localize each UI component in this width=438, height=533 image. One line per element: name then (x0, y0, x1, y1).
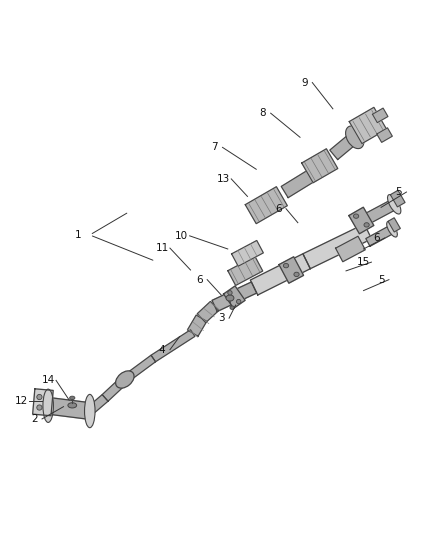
Polygon shape (303, 224, 371, 269)
Text: 5: 5 (395, 187, 402, 197)
Ellipse shape (70, 396, 75, 400)
Polygon shape (33, 389, 53, 416)
Ellipse shape (43, 389, 53, 423)
Polygon shape (245, 187, 287, 224)
Polygon shape (366, 225, 394, 246)
Ellipse shape (388, 195, 401, 214)
Polygon shape (228, 256, 263, 286)
Polygon shape (212, 282, 257, 311)
Ellipse shape (230, 306, 234, 310)
Ellipse shape (387, 222, 397, 237)
Polygon shape (365, 199, 397, 223)
Polygon shape (330, 133, 359, 159)
Text: 14: 14 (42, 375, 55, 385)
Polygon shape (336, 236, 365, 262)
Ellipse shape (364, 223, 369, 227)
Polygon shape (187, 315, 207, 336)
Text: 13: 13 (217, 174, 230, 184)
Polygon shape (47, 398, 91, 419)
Polygon shape (281, 169, 317, 198)
Polygon shape (372, 108, 388, 123)
Polygon shape (87, 394, 108, 414)
Polygon shape (377, 128, 392, 142)
Polygon shape (349, 207, 374, 234)
Text: 7: 7 (211, 142, 218, 152)
Polygon shape (279, 257, 304, 283)
Polygon shape (151, 330, 195, 362)
Text: 5: 5 (378, 274, 385, 285)
Polygon shape (302, 149, 338, 183)
Polygon shape (123, 356, 155, 383)
Text: 6: 6 (373, 233, 380, 243)
Ellipse shape (85, 394, 95, 427)
Text: 12: 12 (14, 397, 28, 406)
Ellipse shape (68, 403, 77, 408)
Polygon shape (197, 302, 219, 322)
Text: 6: 6 (196, 274, 203, 285)
Text: 2: 2 (31, 414, 38, 424)
Ellipse shape (294, 272, 299, 277)
Ellipse shape (226, 295, 234, 301)
Ellipse shape (228, 290, 232, 295)
Polygon shape (388, 218, 400, 232)
Ellipse shape (283, 263, 289, 268)
Ellipse shape (353, 214, 359, 219)
Polygon shape (102, 376, 128, 401)
Polygon shape (349, 107, 387, 143)
Text: 4: 4 (159, 345, 166, 355)
Ellipse shape (37, 394, 42, 400)
Text: 1: 1 (74, 230, 81, 240)
Polygon shape (223, 286, 245, 309)
Ellipse shape (116, 371, 134, 388)
Text: 6: 6 (275, 204, 282, 214)
Polygon shape (232, 240, 263, 266)
Text: 15: 15 (357, 257, 370, 267)
Text: 8: 8 (259, 108, 266, 118)
Text: 3: 3 (218, 313, 225, 323)
Ellipse shape (346, 126, 364, 149)
Polygon shape (390, 190, 405, 207)
Text: 11: 11 (155, 243, 169, 253)
Ellipse shape (237, 300, 241, 304)
Polygon shape (251, 254, 310, 295)
Text: 10: 10 (175, 231, 188, 241)
Ellipse shape (37, 405, 42, 410)
Text: 9: 9 (301, 77, 308, 87)
